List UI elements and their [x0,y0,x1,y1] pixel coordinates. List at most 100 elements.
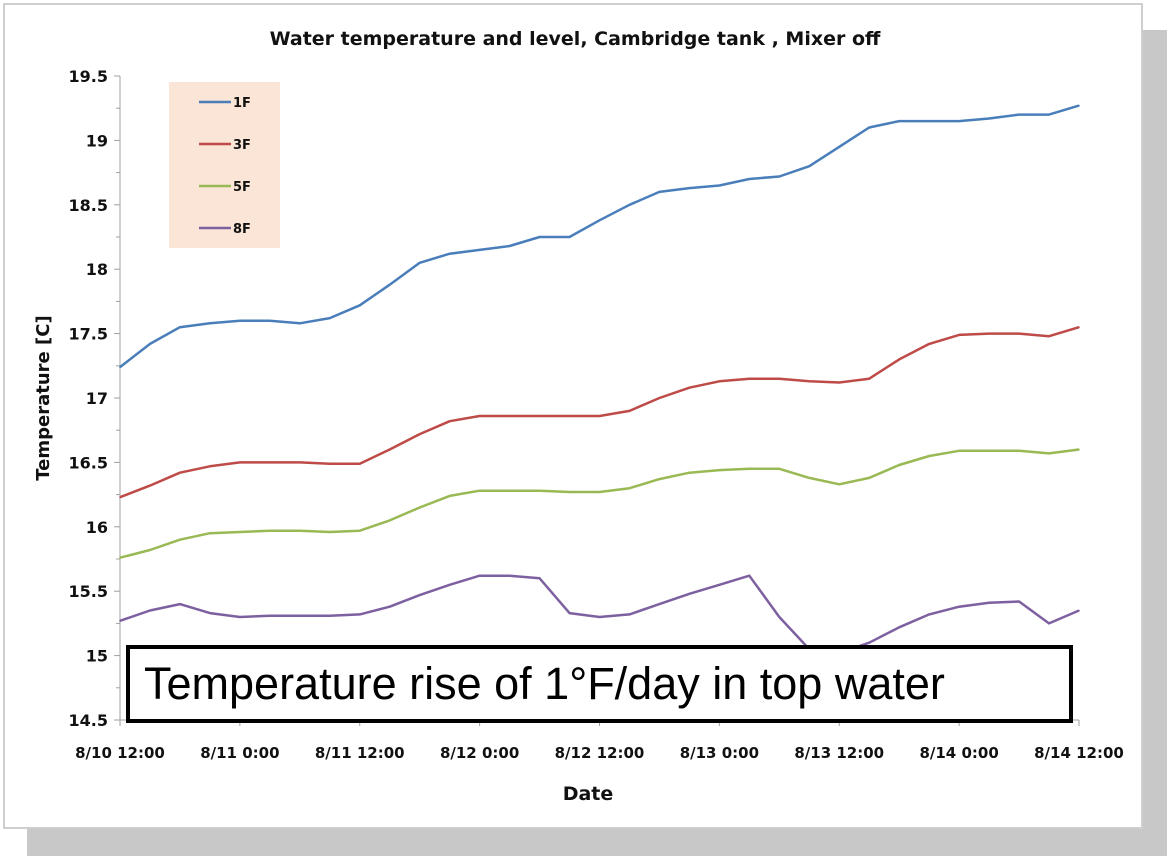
data-point-3F [299,461,301,464]
data-point-3F [119,496,121,498]
y-tick-label: 16 [86,518,108,537]
data-point-1F [1048,113,1050,116]
data-point-8F [149,609,151,612]
data-point-8F [718,583,721,586]
data-point-5F [179,538,181,541]
data-point-3F [1018,332,1020,335]
series-line-8F [119,574,1080,655]
x-tick-label: 8/14 0:00 [919,744,998,762]
data-point-3F [778,377,781,380]
data-point-8F [209,612,211,614]
data-point-8F [119,620,121,622]
y-tick-label: 18.5 [69,196,108,215]
data-point-1F [958,120,960,122]
data-point-5F [958,450,960,452]
data-point-3F [688,386,691,389]
data-point-5F [239,531,241,533]
data-point-3F [478,415,481,417]
data-point-5F [718,469,721,471]
data-point-8F [688,592,691,595]
data-point-3F [868,377,871,380]
data-point-5F [538,489,541,492]
data-point-1F [299,322,301,325]
data-point-3F [568,415,571,417]
y-tick-label: 19 [86,131,108,150]
data-point-5F [119,556,121,559]
data-point-3F [808,380,811,383]
data-point-8F [269,614,271,617]
data-point-8F [898,626,900,629]
data-point-5F [868,477,871,479]
data-point-5F [988,450,990,452]
data-point-5F [1078,448,1080,451]
legend-label-5F: 5F [233,180,251,195]
data-point-8F [299,614,301,617]
data-point-5F [808,477,811,479]
y-tick-label: 18 [86,260,108,279]
legend-label-8F: 8F [233,222,251,237]
data-point-5F [898,464,900,466]
y-tick-label: 17 [86,389,108,408]
data-point-1F [269,319,271,322]
y-tick-label: 17.5 [69,325,108,344]
data-point-5F [748,468,751,470]
data-point-1F [478,249,481,251]
data-point-5F [778,468,781,470]
data-point-1F [688,187,691,189]
data-point-3F [628,410,631,412]
data-point-5F [688,471,691,474]
data-point-3F [508,415,511,417]
data-point-8F [358,613,361,616]
data-point-1F [988,117,990,120]
data-point-8F [628,613,631,616]
data-point-8F [328,614,331,617]
legend-label-1F: 1F [233,96,251,111]
data-point-1F [1018,113,1020,116]
y-tick-label: 15.5 [69,582,108,601]
data-point-1F [868,126,871,129]
data-point-8F [179,603,181,605]
data-point-5F [358,529,361,532]
legend: 1F 3F 5F 8F [169,82,280,248]
data-point-5F [838,483,841,486]
data-point-1F [898,120,900,122]
data-point-8F [1018,600,1020,603]
y-tick-label: 19.5 [69,67,108,86]
data-point-3F [958,334,960,336]
x-tick-label: 8/10 12:00 [75,744,165,762]
data-point-5F [598,491,601,493]
y-axis-label: Temperature [C] [33,315,54,480]
x-tick-label: 8/11 0:00 [200,744,279,762]
data-point-3F [388,448,391,451]
data-point-3F [988,332,990,335]
data-point-3F [418,433,421,435]
data-point-1F [418,261,421,264]
data-point-5F [658,478,661,480]
data-point-8F [958,605,960,608]
data-point-5F [1018,450,1020,452]
data-point-8F [568,612,571,614]
data-point-8F [778,616,781,618]
data-point-1F [928,120,930,122]
data-point-3F [1078,326,1080,328]
x-tick-label: 8/13 0:00 [680,744,759,762]
data-point-1F [598,219,601,222]
data-point-5F [418,506,421,509]
data-point-1F [838,146,841,148]
data-point-8F [1078,609,1080,612]
data-point-5F [568,491,571,493]
data-point-3F [1048,335,1050,337]
data-point-3F [328,462,331,465]
data-point-5F [328,531,331,533]
data-point-3F [179,471,181,474]
data-point-1F [568,236,571,238]
y-tick-label: 14.5 [69,711,108,730]
data-point-1F [628,204,631,206]
data-point-8F [928,613,930,616]
data-point-1F [718,184,721,187]
annotation-box: Temperature rise of 1°F/day in top water [126,645,1073,723]
data-point-3F [898,358,900,361]
y-tick-label: 16.5 [69,453,108,472]
data-point-8F [538,577,541,580]
data-point-1F [1078,104,1080,107]
